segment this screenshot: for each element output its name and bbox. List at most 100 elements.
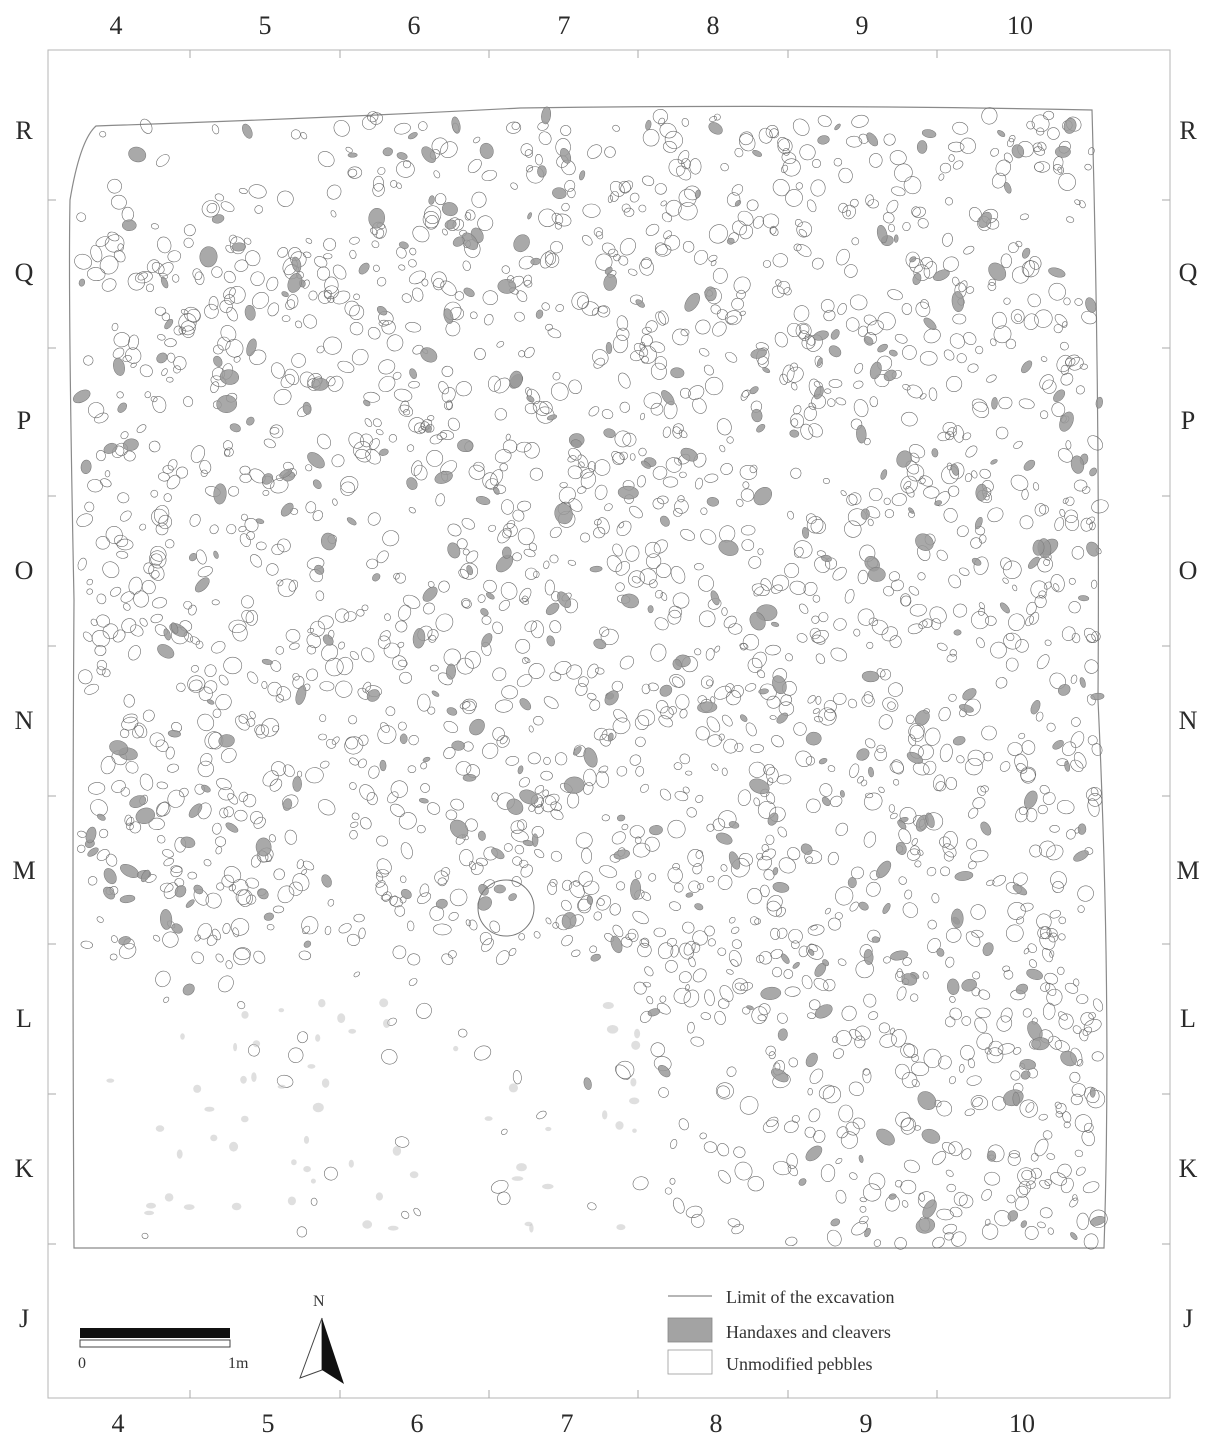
pebble-mark (1032, 482, 1040, 491)
pebble-mark (741, 525, 756, 536)
pebble-mark (1076, 994, 1089, 1005)
pebble-mark (960, 1045, 975, 1061)
pebble-mark (130, 362, 137, 368)
pebble-mark (970, 1095, 989, 1111)
pebble-mark (669, 674, 686, 688)
pebble-mark (1002, 577, 1009, 584)
pebble-mark (154, 306, 167, 316)
handaxe-mark (893, 234, 899, 243)
pebble-mark (1034, 595, 1047, 608)
pebble-mark (163, 493, 172, 502)
handaxe-mark (431, 690, 440, 697)
pebble-mark (408, 734, 419, 746)
pebble-mark (561, 935, 573, 947)
pebble-mark (835, 822, 849, 836)
pebble-mark (1016, 1185, 1029, 1198)
pebble-mark (772, 1161, 792, 1176)
pebble-mark (1042, 379, 1057, 394)
faint-mark (606, 1025, 619, 1034)
pebble-mark (948, 154, 955, 162)
pebble-mark (587, 1202, 597, 1211)
pebble-mark (239, 465, 251, 475)
pebble-mark (611, 680, 624, 692)
pebble-mark (1039, 1180, 1051, 1189)
pebble-mark (622, 432, 637, 447)
pebble-mark (918, 620, 928, 629)
handaxe-mark (1089, 1087, 1096, 1098)
pebble-mark (654, 242, 668, 256)
pebble-mark (215, 846, 223, 855)
pebble-mark (88, 782, 106, 795)
pebble-mark (74, 253, 92, 270)
pebble-mark (289, 642, 300, 650)
pebble-mark (76, 212, 87, 222)
handaxe-mark (659, 684, 673, 697)
pebble-mark (448, 912, 459, 921)
pebble-mark (271, 543, 285, 556)
pebble-mark (1046, 722, 1056, 732)
pebble-mark (1057, 966, 1065, 975)
pebble-mark (1000, 1007, 1013, 1023)
pebble-mark (793, 305, 810, 322)
pebble-mark (780, 694, 792, 706)
pebble-mark (455, 761, 472, 776)
pebble-mark (639, 568, 657, 585)
pebble-mark (857, 325, 869, 337)
pebble-mark (959, 1064, 965, 1073)
column-label-top-10: 10 (1007, 11, 1033, 40)
handaxe-mark (931, 448, 939, 458)
pebble-mark (519, 859, 529, 868)
pebble-mark (616, 315, 629, 331)
pebble-mark (901, 1072, 918, 1089)
pebble-mark (953, 603, 968, 618)
pebble-mark (669, 1177, 676, 1185)
pebble-mark (832, 1048, 845, 1059)
pebble-mark (648, 579, 658, 589)
pebble-mark (578, 676, 589, 687)
pebble-mark (1071, 717, 1081, 727)
pebble-mark (770, 949, 784, 959)
row-label-right-O: O (1179, 556, 1198, 585)
pebble-mark (510, 182, 518, 190)
pebble-mark (470, 311, 478, 320)
pebble-mark (121, 618, 137, 633)
pebble-mark (947, 485, 960, 497)
pebble-mark (464, 651, 481, 669)
pebble-mark (1084, 659, 1099, 674)
pebble-mark (949, 333, 965, 349)
faint-mark (251, 1072, 257, 1082)
pebble-mark (459, 849, 474, 867)
pebble-mark (1024, 1226, 1039, 1240)
handaxe-mark (704, 286, 717, 302)
pebble-mark (512, 1070, 522, 1085)
pebble-mark (1087, 793, 1103, 807)
pebble-mark (725, 683, 735, 693)
pebble-mark (1039, 504, 1049, 515)
pebble-mark (419, 883, 430, 898)
pebble-mark (747, 1176, 765, 1192)
handaxe-mark (1015, 983, 1029, 995)
pebble-mark (136, 424, 147, 433)
pebble-mark (1059, 508, 1066, 517)
pebble-mark (728, 949, 742, 967)
handaxe-mark (461, 232, 479, 251)
pebble-mark (375, 429, 384, 436)
pebble-mark (284, 829, 297, 845)
handaxe-mark (441, 202, 458, 217)
pebble-mark (813, 978, 829, 991)
pebble-mark (471, 191, 487, 208)
pebble-mark (772, 574, 790, 592)
pebble-mark (672, 328, 689, 346)
pebble-mark (746, 199, 759, 211)
pebble-mark (1090, 787, 1099, 797)
pebble-mark (156, 801, 170, 818)
pebble-mark (1052, 164, 1065, 175)
pebble-mark (627, 928, 639, 942)
pebble-mark (978, 602, 985, 610)
pebble-mark (1073, 978, 1080, 987)
pebble-mark (868, 1011, 879, 1020)
pebble-mark (970, 537, 982, 549)
pebble-mark (275, 646, 285, 655)
pebble-mark (946, 376, 963, 392)
pebble-mark (1025, 615, 1034, 627)
